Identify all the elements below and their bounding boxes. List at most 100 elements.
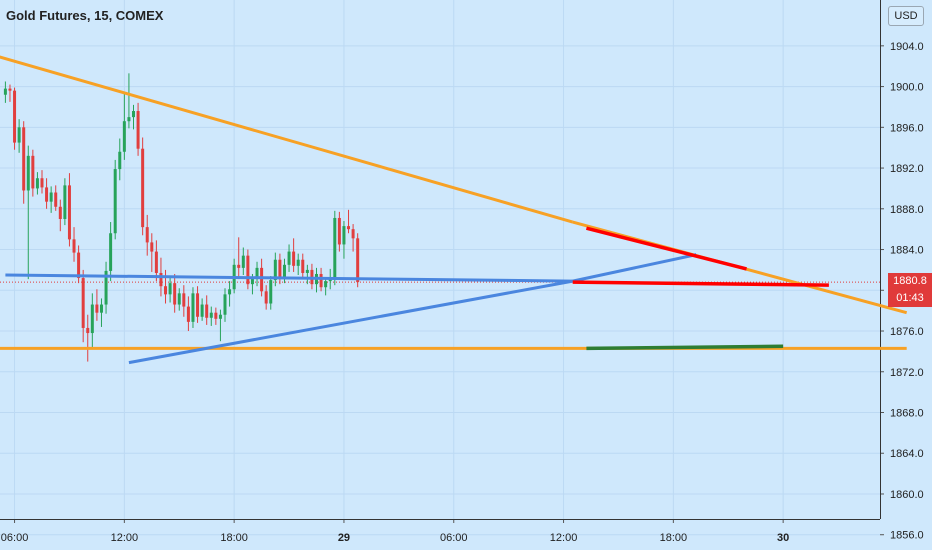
candle-body[interactable] bbox=[182, 293, 186, 307]
candle-body[interactable] bbox=[72, 239, 76, 253]
x-tick-label: 29 bbox=[338, 532, 350, 544]
candle-body[interactable] bbox=[301, 259, 305, 273]
candle-body[interactable] bbox=[200, 304, 204, 317]
currency-button[interactable]: USD bbox=[888, 6, 924, 26]
candle-body[interactable] bbox=[296, 259, 300, 266]
candle-body[interactable] bbox=[35, 178, 39, 189]
candle-body[interactable] bbox=[31, 155, 35, 189]
candle-body[interactable] bbox=[333, 217, 337, 278]
candle-body[interactable] bbox=[104, 270, 108, 305]
x-tick-label: 12:00 bbox=[550, 532, 578, 544]
candle-body[interactable] bbox=[118, 151, 122, 170]
y-tick-label: 1892.0 bbox=[890, 163, 924, 175]
candles[interactable] bbox=[3, 73, 360, 362]
candle-body[interactable] bbox=[99, 304, 103, 313]
trendline-red[interactable] bbox=[585, 226, 747, 271]
candle-body[interactable] bbox=[122, 121, 126, 152]
candle-body[interactable] bbox=[305, 269, 309, 273]
candle-body[interactable] bbox=[269, 280, 273, 304]
axes bbox=[0, 0, 884, 536]
candle-body[interactable] bbox=[223, 294, 227, 315]
candle-body[interactable] bbox=[191, 293, 195, 322]
trendline-blue[interactable] bbox=[128, 279, 573, 365]
candle-body[interactable] bbox=[356, 238, 360, 283]
candle-body[interactable] bbox=[347, 226, 351, 230]
candle-body[interactable] bbox=[17, 127, 21, 143]
candle-body[interactable] bbox=[67, 185, 71, 240]
candle-body[interactable] bbox=[58, 206, 62, 219]
candle-body[interactable] bbox=[86, 327, 90, 334]
candle-body[interactable] bbox=[168, 283, 172, 295]
candle-body[interactable] bbox=[218, 314, 222, 319]
y-tick-label: 1860.0 bbox=[890, 489, 924, 501]
chart-title: Gold Futures, 15, COMEX bbox=[6, 8, 164, 23]
y-tick-label: 1884.0 bbox=[890, 245, 924, 257]
candle-body[interactable] bbox=[241, 255, 245, 268]
candle-body[interactable] bbox=[287, 251, 291, 265]
candle-body[interactable] bbox=[45, 187, 49, 202]
candle-body[interactable] bbox=[26, 155, 30, 191]
y-tick-label: 1888.0 bbox=[890, 204, 924, 216]
candle-body[interactable] bbox=[173, 283, 177, 305]
candle-body[interactable] bbox=[95, 304, 99, 313]
candle-body[interactable] bbox=[177, 293, 181, 305]
candle-body[interactable] bbox=[141, 148, 145, 228]
x-tick-label: 12:00 bbox=[111, 532, 139, 544]
candle-body[interactable] bbox=[127, 117, 131, 122]
candle-body[interactable] bbox=[145, 227, 149, 243]
candle-body[interactable] bbox=[40, 178, 44, 188]
candle-body[interactable] bbox=[13, 90, 17, 143]
candle-body[interactable] bbox=[205, 304, 209, 318]
candle-body[interactable] bbox=[49, 192, 53, 202]
trendline-blue[interactable] bbox=[5, 273, 573, 283]
candle-body[interactable] bbox=[292, 251, 296, 266]
candle-body[interactable] bbox=[77, 252, 81, 279]
candle-body[interactable] bbox=[22, 127, 26, 191]
candle-body[interactable] bbox=[186, 306, 190, 322]
candle-body[interactable] bbox=[228, 289, 232, 295]
candle-body[interactable] bbox=[3, 88, 7, 95]
candle-body[interactable] bbox=[154, 251, 158, 273]
candle-body[interactable] bbox=[196, 293, 200, 317]
trendline-blue[interactable] bbox=[572, 253, 697, 283]
candle-body[interactable] bbox=[319, 273, 323, 288]
candle-body[interactable] bbox=[264, 291, 268, 304]
last-price-label: 1880.8 bbox=[888, 273, 932, 291]
candle-body[interactable] bbox=[90, 304, 94, 334]
trendline-green[interactable] bbox=[586, 344, 784, 351]
candle-body[interactable] bbox=[150, 242, 154, 252]
candle-body[interactable] bbox=[282, 264, 286, 278]
candle-body[interactable] bbox=[113, 169, 117, 234]
candle-body[interactable] bbox=[54, 192, 58, 207]
candle-body[interactable] bbox=[8, 88, 12, 91]
candle-body[interactable] bbox=[237, 264, 241, 268]
candle-body[interactable] bbox=[324, 281, 328, 288]
trendlines[interactable] bbox=[0, 55, 908, 365]
candle-body[interactable] bbox=[273, 259, 277, 281]
candle-body[interactable] bbox=[351, 229, 355, 239]
candle-body[interactable] bbox=[63, 185, 67, 219]
gridlines bbox=[0, 0, 880, 536]
candle-body[interactable] bbox=[278, 259, 282, 278]
candle-body[interactable] bbox=[342, 226, 346, 245]
candle-body[interactable] bbox=[132, 111, 135, 118]
candle-body[interactable] bbox=[159, 272, 163, 287]
candle-body[interactable] bbox=[81, 278, 85, 328]
candle-body[interactable] bbox=[246, 255, 250, 285]
candle-body[interactable] bbox=[109, 233, 113, 271]
trendline-red[interactable] bbox=[572, 280, 829, 287]
candle-body[interactable] bbox=[260, 267, 264, 292]
candle-body[interactable] bbox=[214, 312, 218, 319]
candle-body[interactable] bbox=[164, 286, 168, 295]
candle-body[interactable] bbox=[255, 267, 259, 280]
candle-body[interactable] bbox=[209, 312, 213, 318]
x-axis-labels: 06:00 12:00 18:00 29 06:00 12:00 18:00 30 bbox=[1, 532, 789, 544]
x-tick-label: 18:00 bbox=[660, 532, 688, 544]
y-tick-label: 1876.0 bbox=[890, 326, 924, 338]
candle-body[interactable] bbox=[250, 279, 254, 285]
trendline-orange[interactable] bbox=[0, 55, 574, 224]
candle-body[interactable] bbox=[337, 217, 341, 245]
candle-body[interactable] bbox=[136, 111, 140, 149]
